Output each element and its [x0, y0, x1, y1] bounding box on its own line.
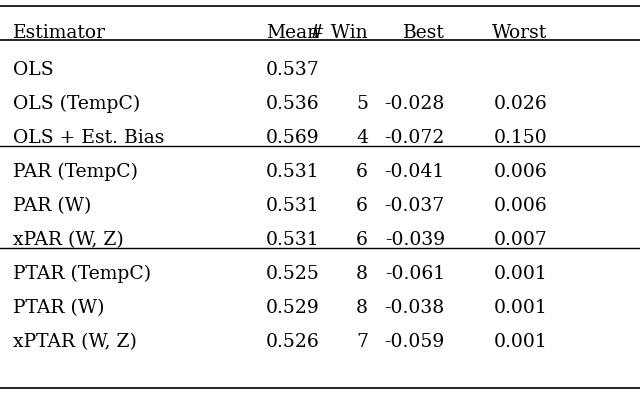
- Text: 6: 6: [356, 231, 368, 249]
- Text: xPAR (W, Z): xPAR (W, Z): [13, 231, 124, 249]
- Text: OLS: OLS: [13, 61, 53, 79]
- Text: PAR (TempC): PAR (TempC): [13, 163, 138, 181]
- Text: Estimator: Estimator: [13, 24, 106, 42]
- Text: 0.001: 0.001: [493, 333, 547, 351]
- Text: 6: 6: [356, 197, 368, 215]
- Text: 0.531: 0.531: [266, 197, 319, 215]
- Text: -0.039: -0.039: [385, 231, 445, 249]
- Text: Mean: Mean: [266, 24, 319, 42]
- Text: 0.531: 0.531: [266, 163, 319, 181]
- Text: -0.041: -0.041: [385, 163, 445, 181]
- Text: 0.537: 0.537: [266, 61, 319, 79]
- Text: PTAR (TempC): PTAR (TempC): [13, 265, 151, 283]
- Text: -0.061: -0.061: [385, 265, 445, 283]
- Text: 4: 4: [356, 129, 368, 147]
- Text: Worst: Worst: [492, 24, 547, 42]
- Text: 6: 6: [356, 163, 368, 181]
- Text: 0.526: 0.526: [266, 333, 319, 351]
- Text: OLS + Est. Bias: OLS + Est. Bias: [13, 129, 164, 147]
- Text: -0.037: -0.037: [385, 197, 445, 215]
- Text: 0.150: 0.150: [493, 129, 547, 147]
- Text: 0.006: 0.006: [493, 163, 547, 181]
- Text: 8: 8: [356, 299, 368, 317]
- Text: 0.569: 0.569: [266, 129, 319, 147]
- Text: -0.072: -0.072: [385, 129, 445, 147]
- Text: 0.531: 0.531: [266, 231, 319, 249]
- Text: # Win: # Win: [309, 24, 368, 42]
- Text: 0.006: 0.006: [493, 197, 547, 215]
- Text: PTAR (W): PTAR (W): [13, 299, 104, 317]
- Text: 0.026: 0.026: [493, 95, 547, 113]
- Text: OLS (TempC): OLS (TempC): [13, 95, 140, 113]
- Text: 7: 7: [356, 333, 368, 351]
- Text: xPTAR (W, Z): xPTAR (W, Z): [13, 333, 137, 351]
- Text: -0.028: -0.028: [385, 95, 445, 113]
- Text: Best: Best: [403, 24, 445, 42]
- Text: 0.536: 0.536: [266, 95, 319, 113]
- Text: -0.059: -0.059: [385, 333, 445, 351]
- Text: 8: 8: [356, 265, 368, 283]
- Text: 0.529: 0.529: [266, 299, 319, 317]
- Text: 0.525: 0.525: [266, 265, 319, 283]
- Text: -0.038: -0.038: [385, 299, 445, 317]
- Text: 0.001: 0.001: [493, 299, 547, 317]
- Text: 0.007: 0.007: [493, 231, 547, 249]
- Text: PAR (W): PAR (W): [13, 197, 91, 215]
- Text: 0.001: 0.001: [493, 265, 547, 283]
- Text: 5: 5: [356, 95, 368, 113]
